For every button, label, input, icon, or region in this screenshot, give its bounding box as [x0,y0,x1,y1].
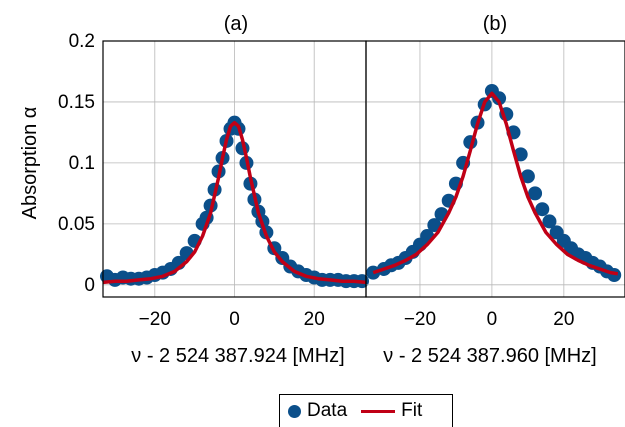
x-tick-label: −20 [139,309,171,330]
data-point [542,214,557,229]
data-point [528,186,543,201]
y-tick-label: 0 [84,275,95,296]
data-point [427,218,442,233]
y-tick-label: 0.2 [69,31,95,52]
x-tick-label: 20 [304,309,325,330]
data-point [535,202,550,217]
data-point [366,265,381,280]
data-point [607,268,622,283]
y-tick-label: 0.1 [69,153,95,174]
legend-fit-line [361,409,396,413]
data-point [492,91,507,106]
panel-a-xlabel: ν - 2 524 387.924 [MHz] [131,345,344,367]
panel-a-title: (a) [224,13,248,35]
legend-data-label: Data [307,400,348,421]
fit-line [372,91,619,276]
legend: Data Fit [279,394,453,427]
panel-b-title: (b) [483,13,507,35]
panel-a: −20 0 20 0 0.05 0.1 0.15 0.2 [58,31,370,330]
panel-b-xlabel: ν - 2 524 387.960 [MHz] [383,345,596,367]
y-axis-label: Absorption α [19,107,41,220]
data-point [520,169,535,184]
legend-fit-label: Fit [401,400,423,421]
x-tick-label: 0 [229,309,240,330]
x-tick-label: 0 [487,309,498,330]
fit-line [102,120,367,285]
x-tick-label: −20 [404,309,436,330]
y-tick-label: 0.15 [58,92,95,113]
y-tick-label: 0.05 [58,214,95,235]
panel-b: −20 0 20 [365,40,625,330]
x-tick-label: 20 [553,309,574,330]
axes-frame [365,40,625,298]
legend-data-marker [288,404,301,418]
